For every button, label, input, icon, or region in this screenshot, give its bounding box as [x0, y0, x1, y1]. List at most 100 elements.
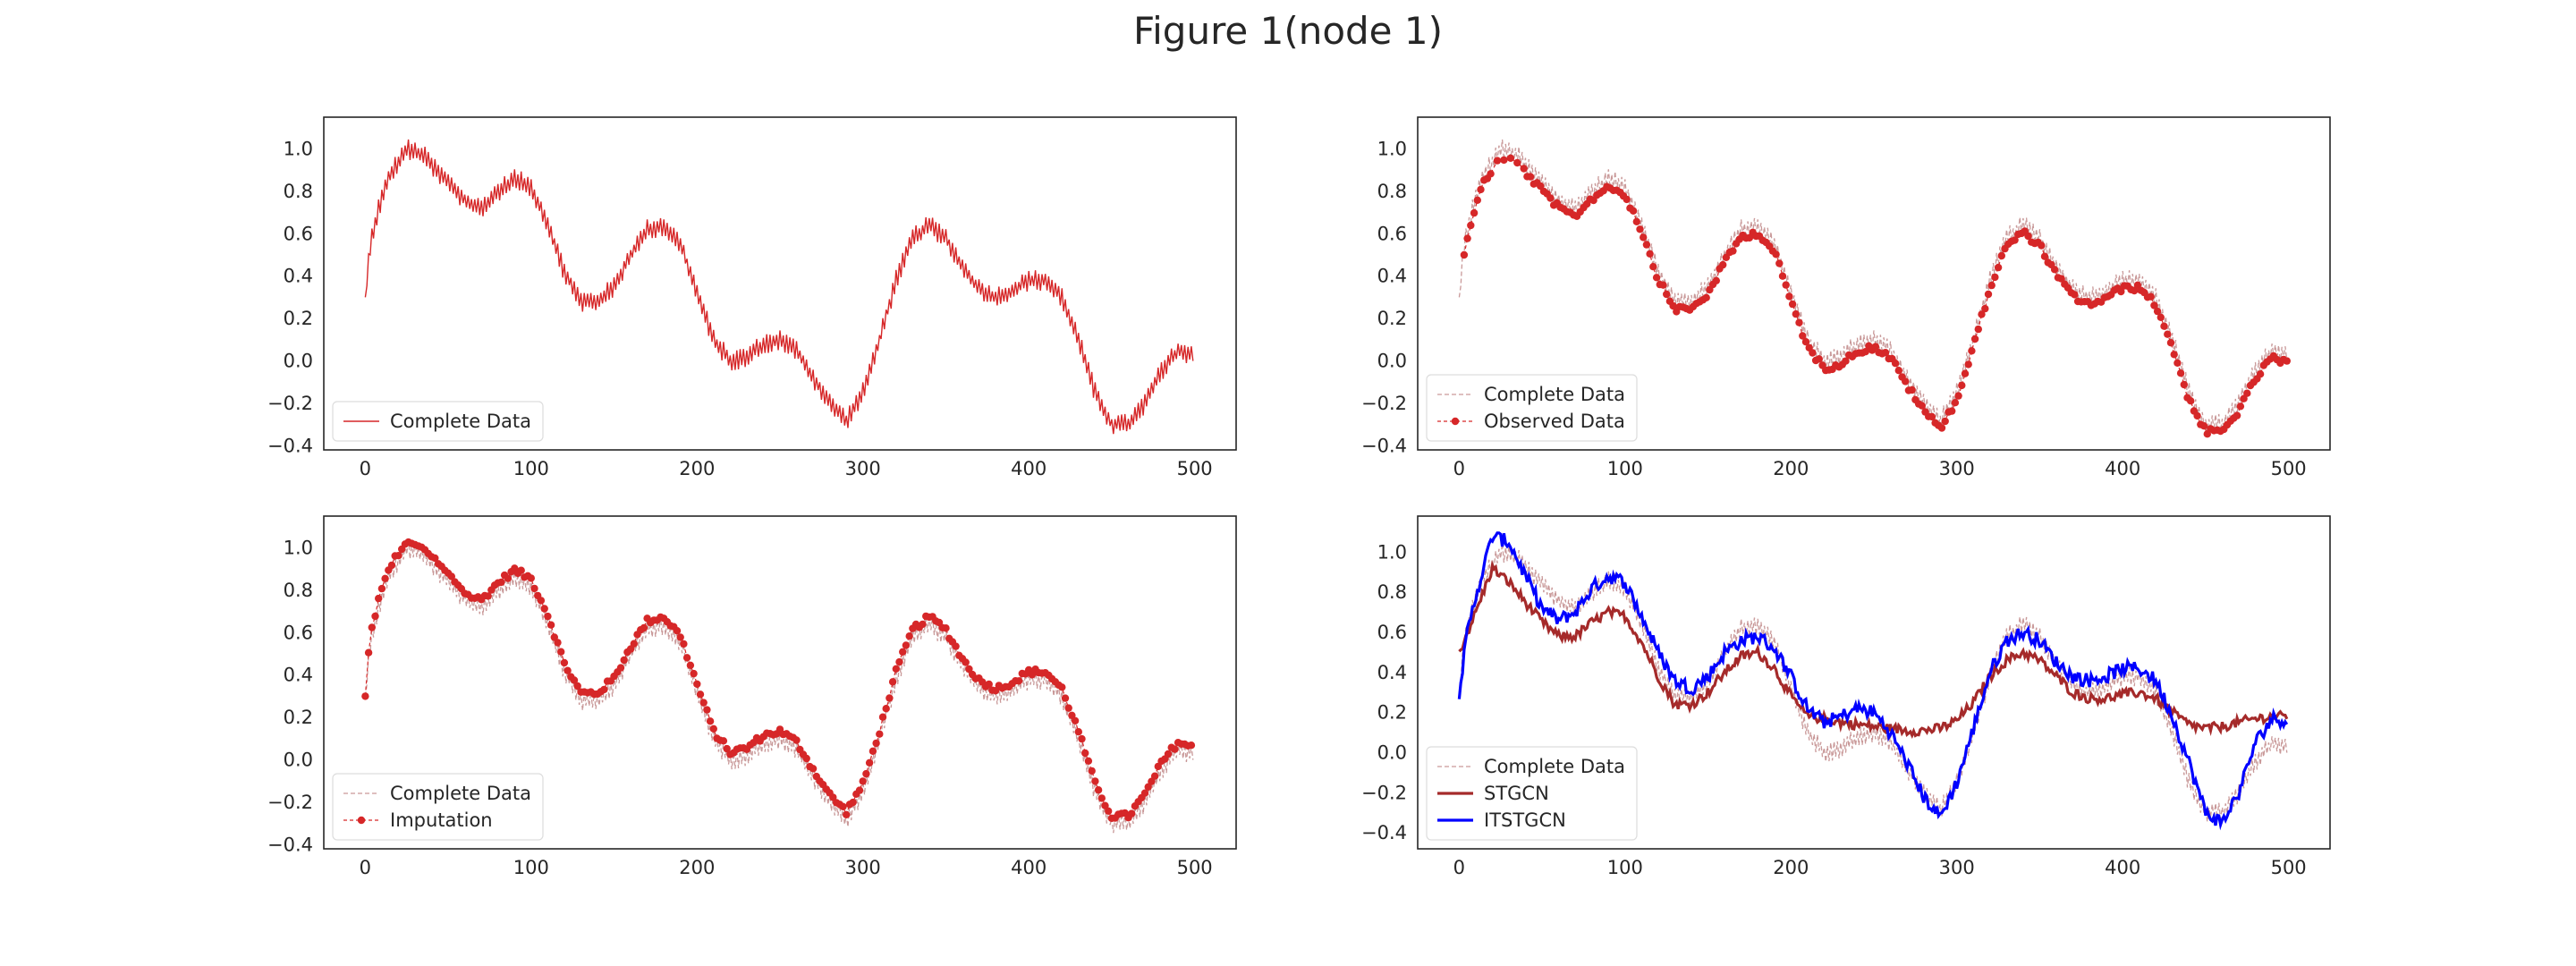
- legend: Complete Data Observed Data: [1426, 374, 1638, 442]
- x-tick-label: 500: [1177, 857, 1213, 878]
- data-point: [1785, 292, 1793, 301]
- data-point: [1028, 671, 1037, 679]
- data-point: [723, 744, 731, 753]
- legend-box: [1426, 374, 1638, 442]
- y-tick-label: 0.0: [1377, 741, 1407, 763]
- data-point: [905, 632, 913, 640]
- data-point: [2176, 369, 2185, 377]
- data-point: [2150, 301, 2158, 309]
- data-point: [371, 612, 379, 621]
- data-point: [1064, 704, 1072, 712]
- data-point: [1477, 185, 1485, 194]
- data-point: [2131, 286, 2139, 295]
- x-tick-label: 200: [679, 458, 715, 479]
- data-point: [640, 623, 648, 632]
- data-point: [368, 623, 376, 631]
- data-point: [1636, 225, 1644, 233]
- data-point: [554, 639, 562, 647]
- data-point: [899, 648, 907, 656]
- data-point: [682, 654, 691, 662]
- data-point: [952, 642, 960, 650]
- data-point: [1908, 386, 1916, 394]
- data-point: [394, 552, 402, 560]
- data-point: [2038, 242, 2046, 250]
- data-point: [530, 584, 538, 593]
- y-tick-label: 0.8: [284, 580, 313, 601]
- data-point: [1623, 195, 1631, 204]
- data-point: [2157, 313, 2165, 321]
- data-point: [2193, 411, 2201, 420]
- legend: Complete Data Imputation: [332, 773, 544, 841]
- data-point: [1058, 683, 1066, 691]
- legend-label: Observed Data: [1484, 411, 1625, 432]
- y-tick-label: 0.6: [1377, 223, 1407, 244]
- data-point: [1463, 234, 1471, 242]
- plot-area: [364, 139, 1194, 435]
- data-point: [1632, 217, 1641, 225]
- data-point: [1842, 357, 1850, 365]
- data-point: [1970, 335, 1979, 343]
- data-point: [985, 680, 993, 689]
- data-point: [869, 747, 877, 755]
- y-tick-label: 0.0: [284, 749, 313, 770]
- legend-marker: [1451, 417, 1460, 426]
- data-point: [527, 574, 535, 582]
- data-point: [686, 661, 695, 669]
- data-point: [1775, 259, 1784, 267]
- data-point: [1778, 272, 1787, 280]
- data-point: [2243, 389, 2251, 397]
- data-point: [564, 666, 572, 674]
- data-point: [1788, 300, 1797, 309]
- data-point: [616, 664, 625, 672]
- data-point: [1150, 772, 1159, 780]
- x-tick-label: 100: [1607, 458, 1643, 479]
- data-point: [1792, 309, 1801, 318]
- data-point: [1473, 196, 1482, 204]
- data-point: [1493, 157, 1502, 165]
- data-point: [1702, 293, 1710, 301]
- data-point: [1799, 332, 1807, 340]
- y-tick-label: −0.4: [1361, 822, 1407, 843]
- y-tick-label: −0.2: [1361, 393, 1407, 414]
- data-point: [1640, 233, 1648, 242]
- data-point: [2050, 266, 2059, 274]
- x-tick-label: 0: [1453, 857, 1465, 878]
- data-point: [1951, 399, 1960, 407]
- complete-data-line: [364, 139, 1194, 435]
- y-tick-label: 0.2: [284, 308, 313, 329]
- data-point: [1659, 281, 1667, 289]
- data-point: [1894, 367, 1902, 375]
- data-point: [2170, 351, 2178, 359]
- data-point: [888, 678, 897, 686]
- data-point: [1712, 276, 1721, 284]
- data-point: [2187, 397, 2195, 405]
- data-point: [517, 566, 525, 574]
- data-point: [792, 736, 801, 744]
- stgcn-line: [1458, 560, 2289, 739]
- legend-label: ITSTGCN: [1484, 809, 1566, 831]
- data-point: [447, 572, 455, 580]
- data-point: [1084, 757, 1093, 765]
- data-point: [1881, 349, 1890, 357]
- data-point: [965, 665, 973, 674]
- data-point: [1663, 290, 1671, 299]
- y-tick-label: −0.4: [1361, 435, 1407, 456]
- y-tick-label: 0.4: [284, 266, 313, 287]
- data-point: [706, 717, 715, 725]
- data-point: [1513, 158, 1521, 167]
- y-tick-label: −0.2: [1361, 782, 1407, 803]
- data-point: [859, 777, 867, 785]
- data-point: [1487, 170, 1495, 178]
- legend-box: [332, 773, 544, 841]
- x-tick-label: 500: [2271, 458, 2307, 479]
- panel-top-right: 0 100 200 300 400 500 −0.4 −0.2 0.0 0.2 0.4 0.6 0.8 1…: [1361, 116, 2331, 479]
- data-point: [1706, 285, 1714, 294]
- data-point: [1809, 349, 1817, 357]
- data-point: [1961, 369, 1970, 377]
- legend-label: Complete Data: [390, 411, 531, 432]
- x-tick-label: 0: [1453, 458, 1465, 479]
- data-point: [2166, 339, 2175, 347]
- legend-box: [1426, 746, 1638, 841]
- data-point: [690, 669, 698, 678]
- figure-title: Figure 1(node 1): [1133, 9, 1443, 53]
